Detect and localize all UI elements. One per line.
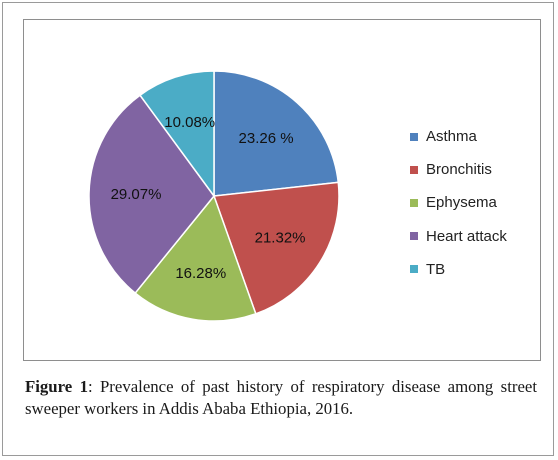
- legend-swatch-bronchitis: [410, 165, 418, 174]
- data-label-heart-attack: 29.07%: [111, 186, 162, 203]
- legend-item-tb: TB: [410, 253, 507, 286]
- data-label-asthma: 23.26 %: [239, 130, 294, 147]
- pie-slice-asthma: [213, 70, 340, 197]
- pie-chart: 23.26 % 21.32% 16.28% 29.07% 10.08%: [88, 70, 340, 322]
- legend-swatch-asthma: [410, 132, 418, 141]
- legend-item-asthma: Asthma: [410, 120, 507, 153]
- legend: Asthma Bronchitis Ephysema Heart attack TB: [410, 120, 507, 286]
- figure-number: Figure 1: [25, 377, 88, 396]
- legend-swatch-ephysema: [410, 198, 418, 207]
- legend-label-asthma: Asthma: [426, 128, 477, 146]
- pie-slice-heart-attack: [88, 94, 215, 295]
- legend-item-ephysema: Ephysema: [410, 186, 507, 219]
- legend-swatch-tb: [410, 265, 418, 274]
- figure-frame: 23.26 % 21.32% 16.28% 29.07% 10.08% Asthma Br…: [2, 2, 554, 456]
- data-label-bronchitis: 21.32%: [255, 229, 306, 246]
- legend-label-heart-attack: Heart attack: [426, 227, 507, 245]
- data-label-ephysema: 16.28%: [175, 265, 226, 282]
- data-label-tb: 10.08%: [164, 114, 215, 131]
- pie-slice-bronchitis: [212, 181, 340, 315]
- legend-label-tb: TB: [426, 260, 446, 278]
- figure-caption: Figure 1: Prevalence of past history of …: [25, 376, 537, 420]
- pie-slice-tb: [138, 70, 215, 199]
- legend-label-ephysema: Ephysema: [426, 194, 497, 212]
- pie-slice-ephysema: [134, 194, 257, 322]
- legend-swatch-heart-attack: [410, 232, 418, 241]
- caption-text: : Prevalence of past history of respirat…: [25, 377, 537, 418]
- chart-area: 23.26 % 21.32% 16.28% 29.07% 10.08% Asthma Br…: [23, 19, 541, 361]
- legend-item-bronchitis: Bronchitis: [410, 153, 507, 186]
- legend-item-heart-attack: Heart attack: [410, 220, 507, 253]
- legend-label-bronchitis: Bronchitis: [426, 161, 492, 179]
